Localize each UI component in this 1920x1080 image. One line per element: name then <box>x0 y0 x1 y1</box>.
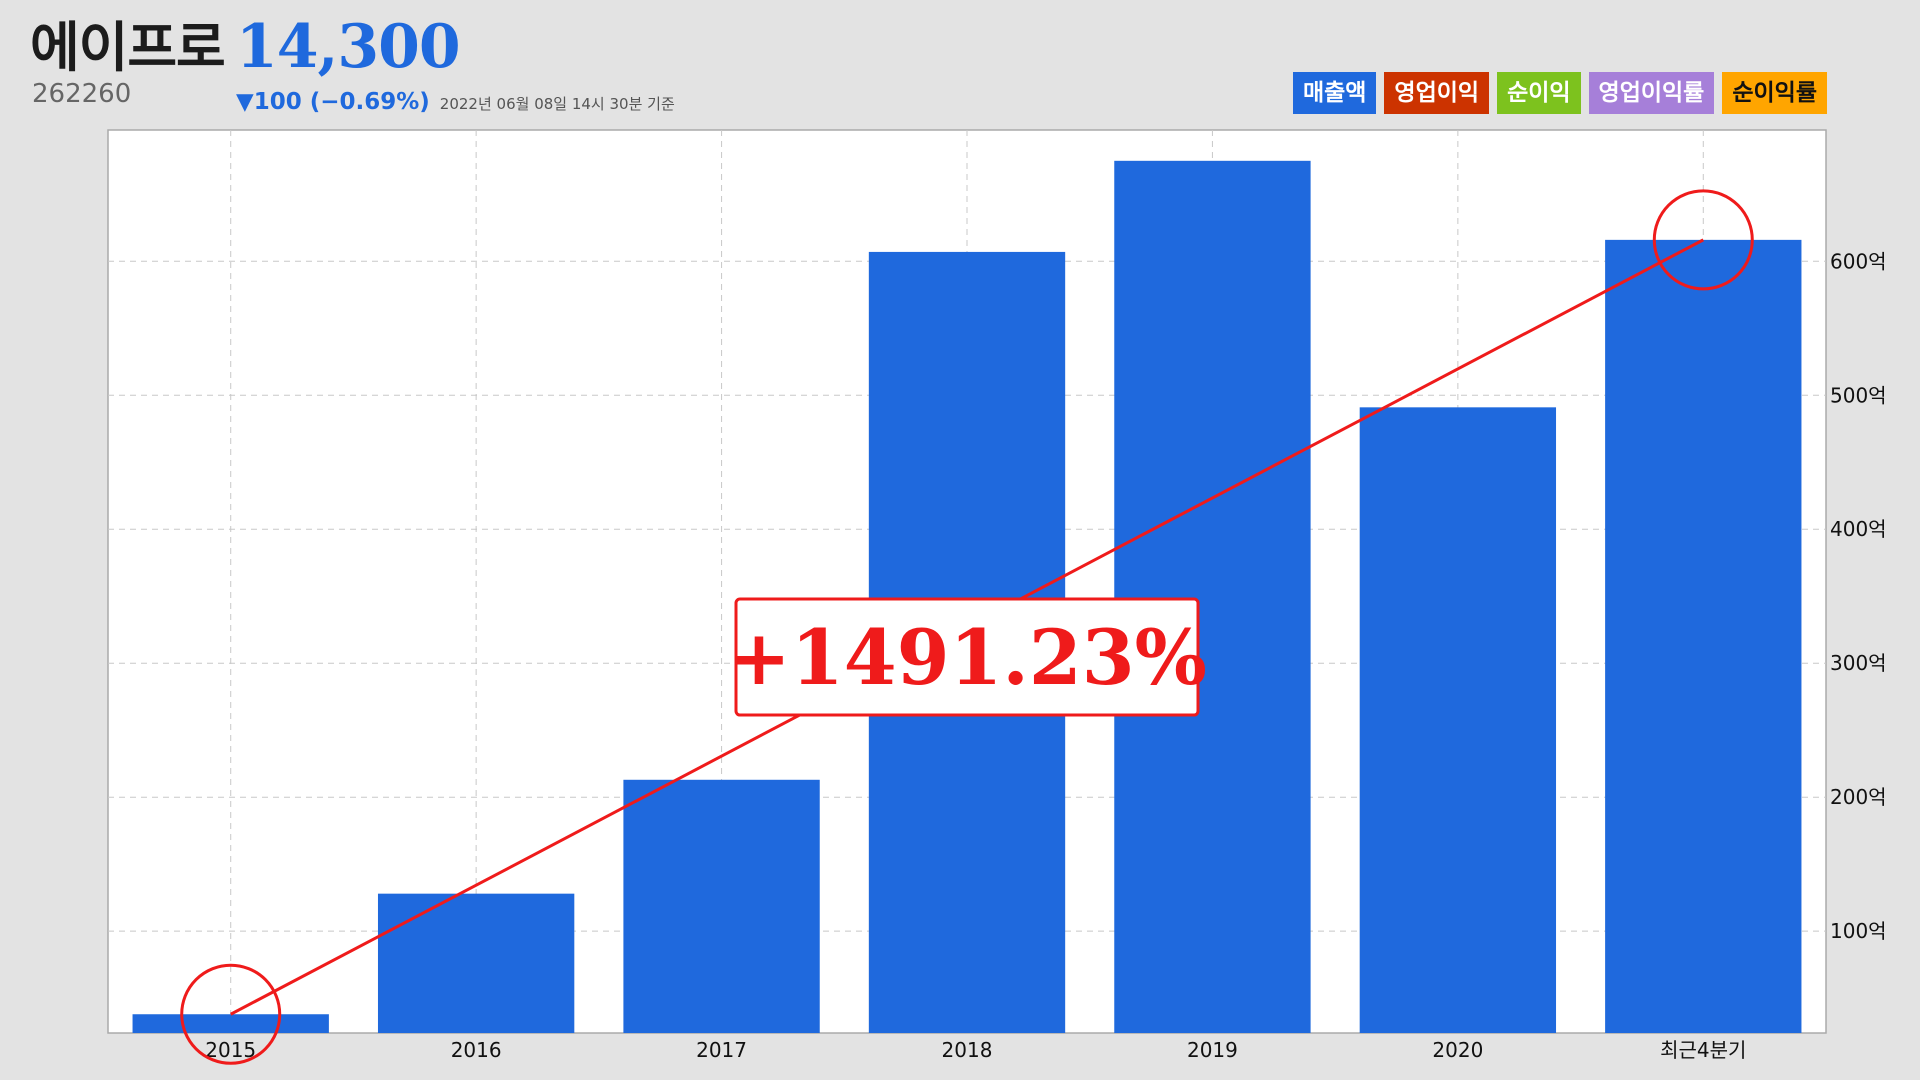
legend-item-operating-profit[interactable]: 영업이익 <box>1384 72 1490 114</box>
bar-2017 <box>623 779 820 1033</box>
bar-2016 <box>377 893 575 1033</box>
x-tick-label: 최근4분기 <box>1660 1038 1746 1062</box>
bar-2019 <box>1114 160 1311 1033</box>
y-tick-label: 300억 <box>1830 651 1887 675</box>
y-tick-label: 600억 <box>1830 249 1887 273</box>
y-tick-label: 400억 <box>1830 517 1887 541</box>
y-tick-label: 500억 <box>1830 383 1887 407</box>
price-change-row: ▼100 (−0.69%) 2022년 06월 08일 14시 30분 기준 <box>236 89 675 115</box>
x-tick-label: 2017 <box>696 1038 747 1062</box>
y-tick-label: 200억 <box>1830 785 1887 809</box>
x-tick-label: 2020 <box>1432 1038 1483 1062</box>
x-tick-label: 2015 <box>205 1038 256 1062</box>
timestamp: 2022년 06월 08일 14시 30분 기준 <box>439 95 675 113</box>
start-marker-circle <box>180 963 282 1065</box>
growth-annotation-box <box>734 597 1200 717</box>
x-tick-label: 2019 <box>1187 1038 1238 1062</box>
price-change: ▼100 (−0.69%) <box>236 89 430 115</box>
bar-최근4분기 <box>1605 239 1802 1033</box>
stock-price: 14,300 <box>236 12 461 82</box>
legend-item-revenue[interactable]: 매출액 <box>1292 72 1377 114</box>
x-tick-label: 2016 <box>451 1038 502 1062</box>
bar-2015 <box>132 1014 329 1033</box>
legend-item-net-income[interactable]: 순이익 <box>1497 72 1581 114</box>
bar-2020 <box>1359 407 1557 1033</box>
y-tick-label: 100억 <box>1830 919 1887 943</box>
company-name: 에이프로 <box>30 16 226 79</box>
chart-legend: 매출액 영업이익 순이익 영업이익률 순이익률 <box>1292 72 1827 114</box>
x-tick-label: 2018 <box>942 1038 993 1062</box>
end-marker-circle <box>1652 189 1754 291</box>
legend-item-operating-margin[interactable]: 영업이익률 <box>1588 72 1715 114</box>
legend-item-net-margin[interactable]: 순이익률 <box>1722 72 1827 114</box>
growth-annotation-label: +1491.23% <box>727 613 1207 702</box>
stock-code: 262260 <box>32 79 132 109</box>
